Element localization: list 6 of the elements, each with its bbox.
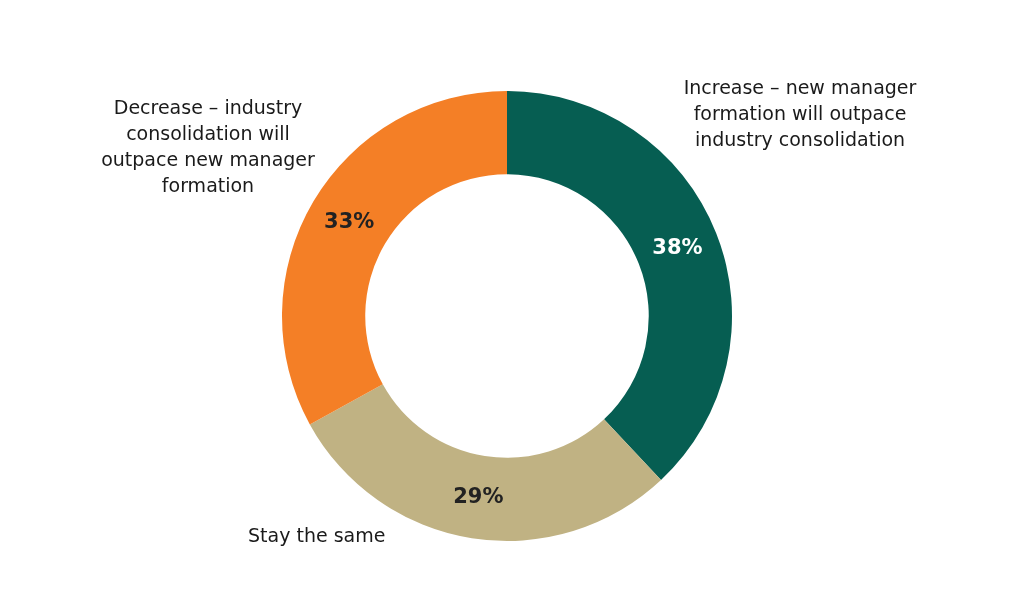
slice-label: Increase – new manager formation will outpace industry consolidation (683, 76, 917, 151)
data-label: 33% (324, 209, 375, 234)
slice-label: Decrease – industry consolidation will outpace new manager formation (101, 96, 316, 197)
data-label: 38% (652, 234, 703, 259)
data-label: 29% (453, 483, 504, 508)
slice-label: Stay the same (248, 524, 386, 547)
